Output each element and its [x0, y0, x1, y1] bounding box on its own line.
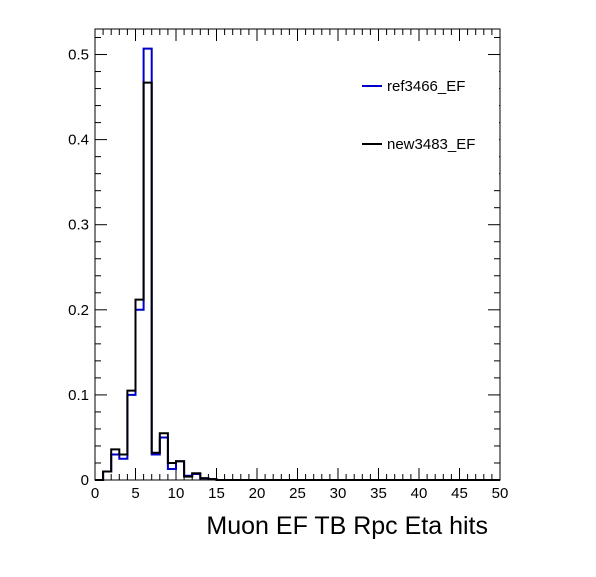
y-tick-label: 0.3 — [68, 217, 89, 234]
x-tick-label: 40 — [411, 485, 428, 502]
x-tick-label: 35 — [370, 485, 387, 502]
y-tick-label: 0.1 — [68, 387, 89, 404]
x-tick-label: 0 — [91, 485, 99, 502]
tick-labels: 0 5 10 15 20 25 30 35 40 45 50 0 0.1 0.2 0.3 0.4 0.5 — [68, 47, 508, 502]
x-tick-label: 30 — [330, 485, 347, 502]
x-tick-label: 20 — [249, 485, 266, 502]
legend-label: new3483_EF — [387, 136, 475, 153]
x-tick-label: 45 — [451, 485, 468, 502]
x-tick-label: 25 — [289, 485, 306, 502]
y-tick-label: 0.2 — [68, 302, 89, 319]
y-tick-label: 0 — [81, 472, 89, 489]
x-tick-label: 5 — [131, 485, 139, 502]
x-tick-label: 50 — [492, 485, 509, 502]
y-tick-label: 0.5 — [68, 47, 89, 64]
y-tick-label: 0.4 — [68, 132, 89, 149]
legend-box — [357, 68, 499, 183]
legend-label: ref3466_EF — [387, 78, 465, 95]
x-axis-title: Muon EF TB Rpc Eta hits — [206, 512, 488, 540]
plot-frame — [94, 28, 501, 481]
x-tick-label: 10 — [168, 485, 185, 502]
x-tick-label: 15 — [208, 485, 225, 502]
legend: ref3466_EF new3483_EF — [357, 68, 499, 183]
